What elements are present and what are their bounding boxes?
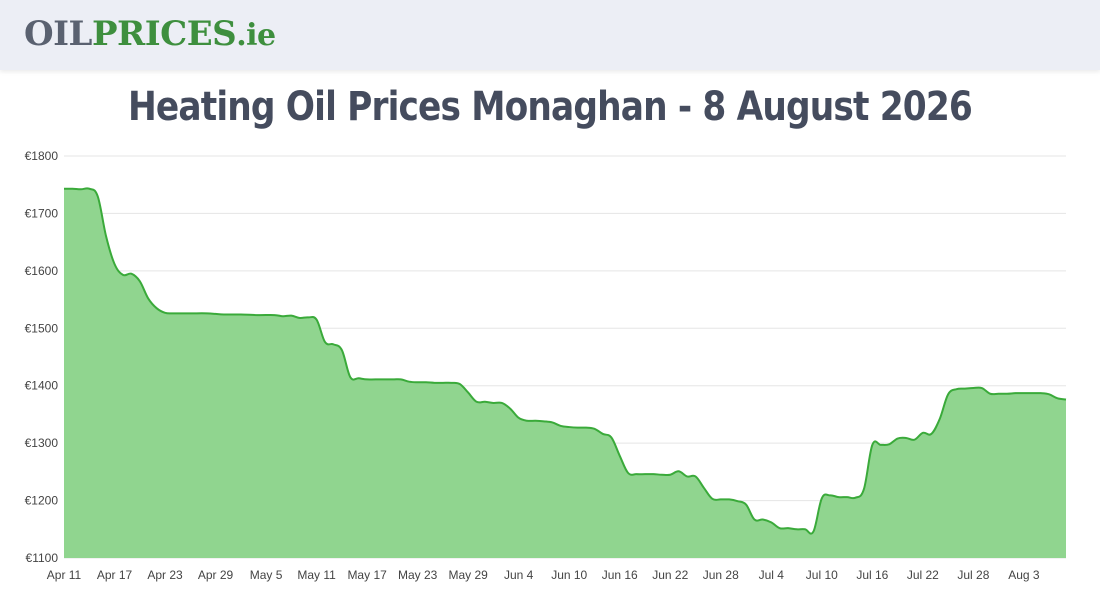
x-tick-label: Jun 22	[652, 568, 688, 582]
y-tick-label: €1300	[25, 436, 59, 450]
logo-tld-text: .ie	[236, 18, 276, 53]
x-tick-label: Apr 23	[147, 568, 183, 582]
x-tick-label: Jul 28	[957, 568, 989, 582]
y-tick-label: €1700	[25, 206, 59, 220]
x-tick-label: Jul 10	[806, 568, 838, 582]
top-bar: OILPRICES.ie	[0, 0, 1100, 70]
x-tick-label: May 29	[448, 568, 488, 582]
x-tick-label: Apr 17	[97, 568, 133, 582]
price-area-fill	[64, 188, 1066, 558]
price-area-chart: €1100 €1200 €1300 €1400 €1500 €1600 €1700 €1800…	[25, 149, 1067, 582]
x-tick-label: May 23	[398, 568, 438, 582]
logo-oil-text: OIL	[24, 14, 92, 54]
x-tick-label: May 5	[250, 568, 283, 582]
y-tick-label: €1400	[25, 379, 59, 393]
y-axis-ticks: €1100 €1200 €1300 €1400 €1500 €1600 €1700 €1800	[25, 149, 59, 565]
x-tick-label: Jun 16	[602, 568, 638, 582]
logo-prices-text: PRICES	[91, 14, 237, 54]
y-tick-label: €1200	[25, 494, 59, 508]
x-tick-label: Apr 29	[198, 568, 234, 582]
x-tick-label: Aug 3	[1008, 568, 1040, 582]
page-title: Heating Oil Prices Monaghan - 8 August 2…	[127, 84, 973, 130]
price-line	[63, 187, 1067, 535]
x-axis-ticks: Apr 11 Apr 17 Apr 23 Apr 29 May 5 May 11 May 1…	[47, 568, 1040, 582]
y-tick-label: €1500	[25, 321, 59, 335]
y-tick-label: €1600	[25, 264, 59, 278]
x-tick-label: Jul 22	[907, 568, 939, 582]
x-tick-label: Jun 10	[551, 568, 587, 582]
site-logo[interactable]: OILPRICES.ie	[24, 14, 276, 56]
y-tick-label: €1100	[26, 551, 59, 565]
area-series	[63, 187, 1067, 558]
x-tick-label: May 11	[297, 568, 336, 582]
x-tick-label: May 17	[347, 568, 387, 582]
x-tick-label: Apr 11	[47, 568, 82, 582]
x-tick-label: Jul 4	[759, 568, 785, 582]
x-tick-label: Jun 28	[703, 568, 739, 582]
x-tick-label: Jun 4	[504, 568, 534, 582]
y-tick-label: €1800	[25, 149, 59, 163]
x-tick-label: Jul 16	[856, 568, 888, 582]
